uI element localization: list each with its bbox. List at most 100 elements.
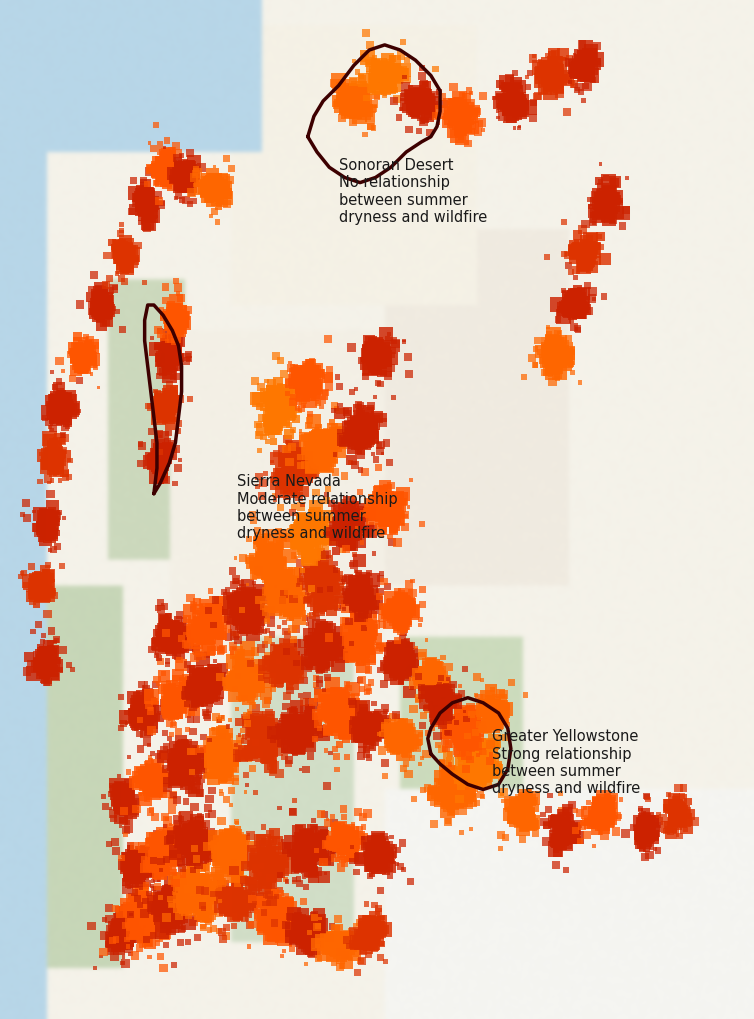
Point xyxy=(582,795,594,811)
Point xyxy=(320,385,332,401)
Point xyxy=(191,846,203,862)
Point xyxy=(155,157,167,173)
Point xyxy=(194,680,206,696)
Point xyxy=(268,421,280,437)
Point xyxy=(78,348,90,365)
Point xyxy=(141,717,153,734)
Point xyxy=(416,669,428,686)
Point xyxy=(378,366,390,382)
Point xyxy=(167,344,179,361)
Point xyxy=(274,557,287,574)
Point xyxy=(534,53,546,69)
Point xyxy=(275,862,287,878)
Point xyxy=(363,722,375,739)
Point xyxy=(587,815,599,832)
Point xyxy=(140,851,152,867)
Point xyxy=(145,850,157,866)
Point xyxy=(289,871,301,888)
Point xyxy=(379,849,391,865)
Point xyxy=(541,335,553,352)
Point xyxy=(259,847,271,863)
Point xyxy=(550,809,562,825)
Point xyxy=(135,193,147,209)
Point xyxy=(189,697,201,713)
Point xyxy=(220,899,232,915)
Point xyxy=(406,574,418,590)
Point xyxy=(116,787,128,803)
Point xyxy=(157,411,169,427)
Point xyxy=(343,514,355,530)
Point xyxy=(237,894,249,910)
Point xyxy=(572,239,584,256)
Point xyxy=(339,931,351,948)
Point xyxy=(238,887,250,903)
Point xyxy=(167,903,179,919)
Point xyxy=(504,95,516,111)
Point xyxy=(345,690,357,706)
Point xyxy=(379,348,391,365)
Point xyxy=(428,699,440,715)
Point xyxy=(458,733,470,749)
Point xyxy=(231,611,243,628)
Point xyxy=(305,916,317,932)
Point xyxy=(547,334,559,351)
Point xyxy=(329,562,342,579)
Point xyxy=(298,673,310,689)
Point xyxy=(77,362,89,378)
Point xyxy=(143,708,155,725)
Point xyxy=(139,676,152,692)
Point xyxy=(320,595,332,611)
Point xyxy=(275,554,287,571)
Point xyxy=(443,769,455,786)
Point xyxy=(217,749,229,765)
Point xyxy=(282,666,294,683)
Point xyxy=(345,838,357,854)
Point xyxy=(38,447,50,464)
Point xyxy=(198,600,210,616)
Point xyxy=(375,355,387,371)
Point xyxy=(41,512,53,528)
Point xyxy=(396,596,408,612)
Point xyxy=(334,523,346,539)
Point xyxy=(206,666,218,683)
Point xyxy=(424,690,436,706)
Point xyxy=(335,727,347,743)
Point xyxy=(219,727,231,743)
Point xyxy=(277,722,290,739)
Point xyxy=(336,542,348,558)
Point xyxy=(156,899,168,915)
Point xyxy=(115,921,127,937)
Point xyxy=(189,782,201,798)
Point xyxy=(172,286,184,303)
Point xyxy=(541,48,553,64)
Point xyxy=(348,546,360,562)
Point xyxy=(41,651,53,667)
Point xyxy=(286,725,298,741)
Point xyxy=(305,628,317,644)
Point xyxy=(186,596,198,612)
Point xyxy=(265,730,277,746)
Point xyxy=(63,405,75,421)
Point xyxy=(193,669,205,686)
Point xyxy=(303,607,315,624)
Point xyxy=(609,204,621,220)
Point xyxy=(579,57,591,73)
Point xyxy=(351,622,363,638)
Point xyxy=(313,846,325,862)
Point xyxy=(285,394,297,411)
Point xyxy=(57,392,69,409)
Point xyxy=(160,863,172,879)
Point xyxy=(160,147,172,163)
Point xyxy=(257,557,269,574)
Point xyxy=(296,431,308,447)
Point xyxy=(486,712,498,729)
Point xyxy=(203,609,215,626)
Point xyxy=(325,530,337,546)
Point xyxy=(221,748,233,764)
Point xyxy=(152,899,164,915)
Point xyxy=(365,739,377,755)
Point xyxy=(345,452,357,469)
Point xyxy=(280,656,292,673)
Point xyxy=(127,704,139,720)
Point xyxy=(349,523,361,539)
